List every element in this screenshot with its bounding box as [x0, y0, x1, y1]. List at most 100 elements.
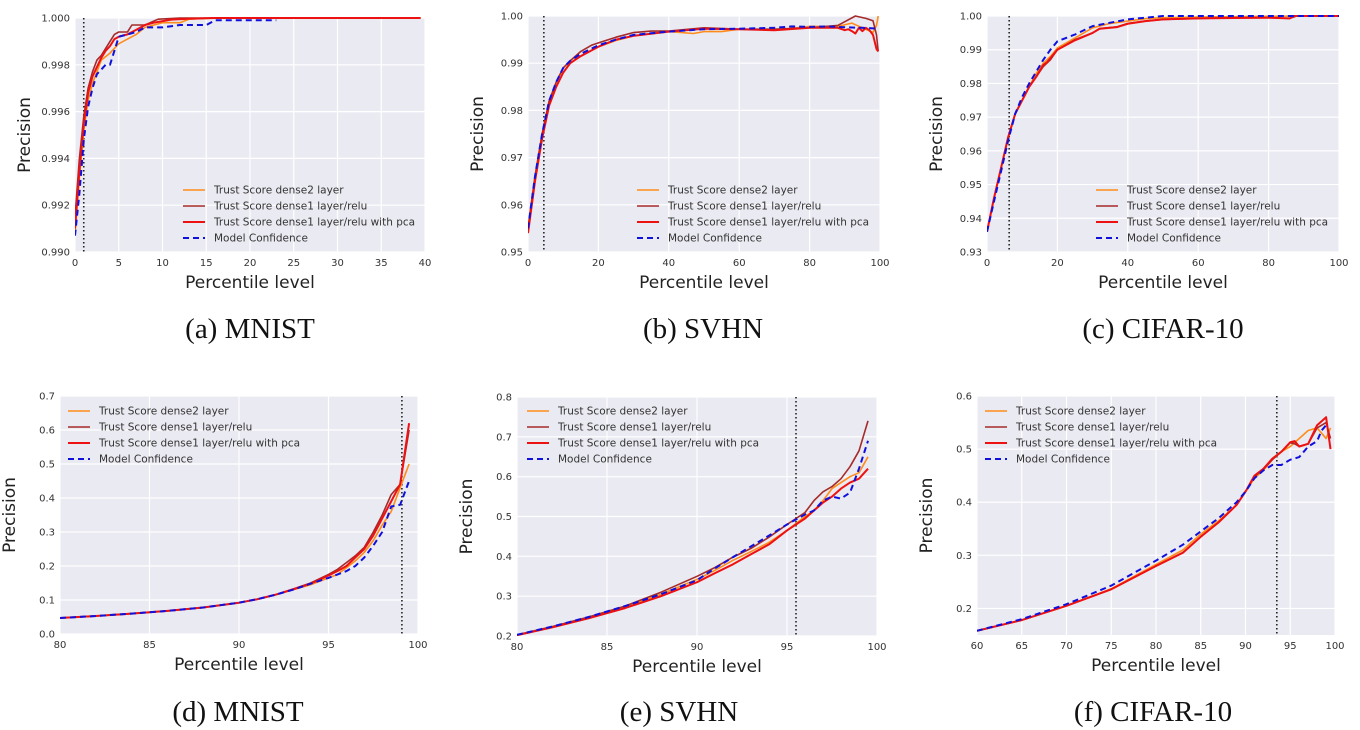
legend-label: Trust Score dense1 layer/relu with pca: [98, 438, 300, 450]
y-tick-label: 0.996: [41, 107, 70, 118]
x-axis-label: Percentile level: [639, 273, 769, 293]
caption-d: (d) MNIST: [172, 696, 304, 728]
series-line-model-conf: [987, 15, 1339, 233]
caption-c: (c) CIFAR-10: [1082, 313, 1244, 345]
chart-a: 0 5 10 15 20 25 30 35 40 0.990 0.992 0.994 0.996 0.99…: [15, 14, 432, 294]
y-tick-label: 0.3: [496, 592, 512, 603]
x-tick-label: 0: [984, 258, 990, 269]
panel-d-mnist: 80 85 90 95 100 0.0 0.1 0.2 0.3 0.4 0.5 0.6 0.7 Perce…: [0, 380, 450, 680]
x-axis-label: Percentile level: [1098, 273, 1228, 293]
y-tick-label: 0.99: [960, 45, 982, 56]
legend-label: Model Confidence: [1016, 454, 1110, 466]
legend-label: Trust Score dense1 layer/relu with pca: [1126, 217, 1328, 229]
y-tick-label: 0.6: [496, 472, 512, 483]
y-tick-label: 1.000: [41, 14, 70, 25]
series-line-model-conf: [60, 480, 411, 619]
x-tick-label: 40: [419, 258, 432, 269]
x-tick-label: 80: [54, 640, 67, 651]
caption-a: (a) MNIST: [185, 313, 315, 345]
y-tick-label: 1.00: [501, 12, 523, 23]
panel-b-svhn: 0 20 40 60 80 100 0.95 0.96 0.97 0.98 0.99 1.00 Perc…: [450, 0, 900, 300]
x-tick-label: 10: [156, 258, 169, 269]
legend: Trust Score dense2 layer Trust Score dens…: [68, 406, 300, 466]
x-tick-label: 70: [1060, 641, 1073, 652]
y-tick-label: 0.994: [41, 154, 70, 165]
gridlines: [59, 395, 419, 635]
legend-label: Model Confidence: [668, 233, 762, 245]
legend-label: Trust Score dense1 layer/relu with pca: [667, 217, 869, 229]
gridlines: [527, 15, 881, 253]
legend-label: Model Confidence: [1127, 233, 1221, 245]
x-tick-label: 100: [1329, 258, 1348, 269]
legend-label: Trust Score dense2 layer: [1126, 185, 1257, 197]
y-tick-label: 0.1: [39, 596, 55, 607]
caption-f: (f) CIFAR-10: [1073, 696, 1233, 728]
series-group: [977, 416, 1332, 632]
panel-f-cifar10: 60 65 70 75 80 85 90 95 100 0.2 0.3 0.4 0.5 0.6 Percen…: [910, 380, 1360, 680]
y-tick-label: 0.4: [39, 494, 55, 505]
y-tick-label: 0.990: [41, 248, 70, 259]
legend-label: Trust Score dense1 layer/relu: [98, 422, 252, 434]
x-tick-label: 60: [971, 641, 984, 652]
series-line-dense1-pca: [977, 416, 1332, 632]
x-tick-label: 80: [511, 642, 524, 653]
legend: Trust Score dense2 layer Trust Score dens…: [527, 406, 759, 466]
x-axis-label: Percentile level: [174, 655, 304, 675]
legend-label: Trust Score dense1 layer/relu: [667, 201, 821, 213]
x-tick-label: 95: [322, 640, 335, 651]
legend-label: Trust Score dense1 layer/relu with pca: [213, 217, 415, 229]
series-group: [517, 420, 869, 636]
y-axis-label: Precision: [917, 478, 937, 554]
plot-area: [528, 16, 880, 252]
x-axis-label: Percentile level: [632, 657, 762, 677]
x-tick-label: 65: [1015, 641, 1028, 652]
x-tick-label: 80: [1262, 258, 1275, 269]
legend-label: Model Confidence: [214, 233, 308, 245]
legend-label: Trust Score dense2 layer: [98, 406, 229, 418]
legend: Trust Score dense2 layer Trust Score dens…: [1096, 185, 1328, 245]
y-tick-label: 0.992: [41, 201, 70, 212]
chart-f: 60 65 70 75 80 85 90 95 100 0.2 0.3 0.4 0.5 0.6 Percen…: [917, 392, 1345, 677]
chart-c: 0 20 40 60 80 100 0.93 0.94 0.95 0.96 0.97 0.98 0.99…: [927, 12, 1349, 294]
x-tick-label: 0: [525, 258, 531, 269]
x-tick-label: 40: [1121, 258, 1134, 269]
legend: Trust Score dense2 layer Trust Score dens…: [183, 185, 415, 245]
x-tick-label: 100: [870, 258, 889, 269]
series-line-dense1-pca: [75, 17, 421, 229]
chart-e: 80 85 90 95 100 0.2 0.3 0.4 0.5 0.6 0.7 0.8 Percenti…: [457, 393, 887, 678]
y-tick-label: 0.3: [39, 528, 55, 539]
legend-label: Trust Score dense1 layer/relu: [557, 422, 711, 434]
y-tick-label: 0.93: [960, 248, 982, 259]
y-tick-label: 0.8: [496, 393, 512, 404]
y-tick-label: 0.998: [41, 60, 70, 71]
chart-d: 80 85 90 95 100 0.0 0.1 0.2 0.3 0.4 0.5 0.6 0.7 Perce…: [0, 392, 428, 676]
x-tick-label: 85: [601, 642, 614, 653]
legend-label: Trust Score dense1 layer/relu: [213, 201, 367, 213]
y-tick-label: 0.3: [956, 551, 972, 562]
y-tick-label: 0.2: [956, 604, 972, 615]
legend-label: Trust Score dense2 layer: [213, 185, 344, 197]
y-tick-label: 0.4: [956, 498, 972, 509]
x-tick-label: 100: [867, 642, 886, 653]
y-axis-label: Precision: [468, 96, 488, 172]
series-line-dense1-pca: [528, 26, 880, 234]
y-axis-label: Precision: [927, 96, 947, 172]
series-line-model-conf: [517, 440, 869, 636]
legend-label: Trust Score dense1 layer/relu with pca: [557, 438, 759, 450]
legend-label: Trust Score dense2 layer: [667, 185, 798, 197]
x-tick-label: 90: [691, 642, 704, 653]
caption-e: (e) SVHN: [619, 696, 739, 728]
x-tick-label: 75: [1105, 641, 1118, 652]
x-tick-label: 85: [1194, 641, 1207, 652]
y-axis-label: Precision: [15, 97, 35, 173]
x-axis-label: Percentile level: [1091, 656, 1221, 676]
x-tick-label: 20: [1051, 258, 1064, 269]
x-tick-label: 90: [233, 640, 246, 651]
x-tick-label: 95: [1284, 641, 1297, 652]
legend-label: Trust Score dense2 layer: [1015, 406, 1146, 418]
y-tick-label: 0.96: [501, 200, 523, 211]
series-line-model-conf: [977, 424, 1327, 632]
y-axis-label: Precision: [0, 477, 20, 553]
x-axis-label: Percentile level: [185, 273, 315, 293]
chart-b: 0 20 40 60 80 100 0.95 0.96 0.97 0.98 0.99 1.00 Perc…: [468, 12, 890, 294]
